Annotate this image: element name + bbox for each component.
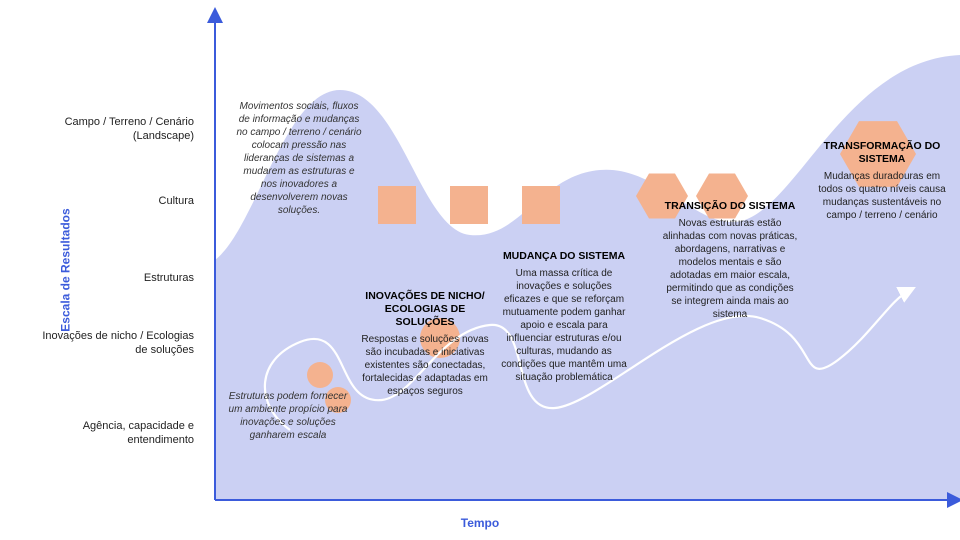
- y-axis-label: Cultura: [30, 195, 200, 209]
- stage-title: INOVAÇÕES DE NICHO/ ECOLOGIAS DE SOLUÇÕE…: [360, 290, 490, 329]
- stage-body: Uma massa crítica de inovações e soluçõe…: [498, 267, 630, 384]
- square-marker: [450, 186, 488, 224]
- side-note: Estruturas podem fornecer um ambiente pr…: [228, 390, 348, 442]
- y-axis-label: Agência, capacidade e entendimento: [30, 420, 200, 448]
- stage-title: TRANSFORMAÇÃO DO SISTEMA: [812, 140, 952, 166]
- stage-title: TRANSIÇÃO DO SISTEMA: [660, 200, 800, 213]
- diagram-root: Escala de Resultados Tempo Campo / Terre…: [0, 0, 960, 540]
- stage-body: Respostas e soluções novas são incubadas…: [360, 333, 490, 398]
- stage-body: Mudanças duradouras em todos os quatro n…: [812, 170, 952, 222]
- y-axis-labels: Campo / Terreno / Cenário (Landscape) Cul…: [30, 0, 200, 540]
- stage-title: MUDANÇA DO SISTEMA: [498, 250, 630, 263]
- y-axis-label: Inovações de nicho / Ecologias de soluçõ…: [30, 330, 200, 358]
- y-axis-label: Campo / Terreno / Cenário (Landscape): [30, 116, 200, 144]
- stage-block: TRANSIÇÃO DO SISTEMA Novas estruturas est…: [660, 200, 800, 321]
- y-axis-label: Estruturas: [30, 272, 200, 286]
- square-marker: [378, 186, 416, 224]
- side-note: Movimentos sociais, fluxos de informação…: [234, 100, 364, 217]
- stage-block: MUDANÇA DO SISTEMA Uma massa crítica de i…: [498, 250, 630, 384]
- stage-block: INOVAÇÕES DE NICHO/ ECOLOGIAS DE SOLUÇÕE…: [360, 290, 490, 398]
- square-marker: [522, 186, 560, 224]
- x-axis-title: Tempo: [461, 516, 499, 530]
- stage-block: TRANSFORMAÇÃO DO SISTEMA Mudanças duradou…: [812, 140, 952, 222]
- circle-marker: [307, 362, 333, 388]
- stage-body: Novas estruturas estão alinhadas com nov…: [660, 217, 800, 321]
